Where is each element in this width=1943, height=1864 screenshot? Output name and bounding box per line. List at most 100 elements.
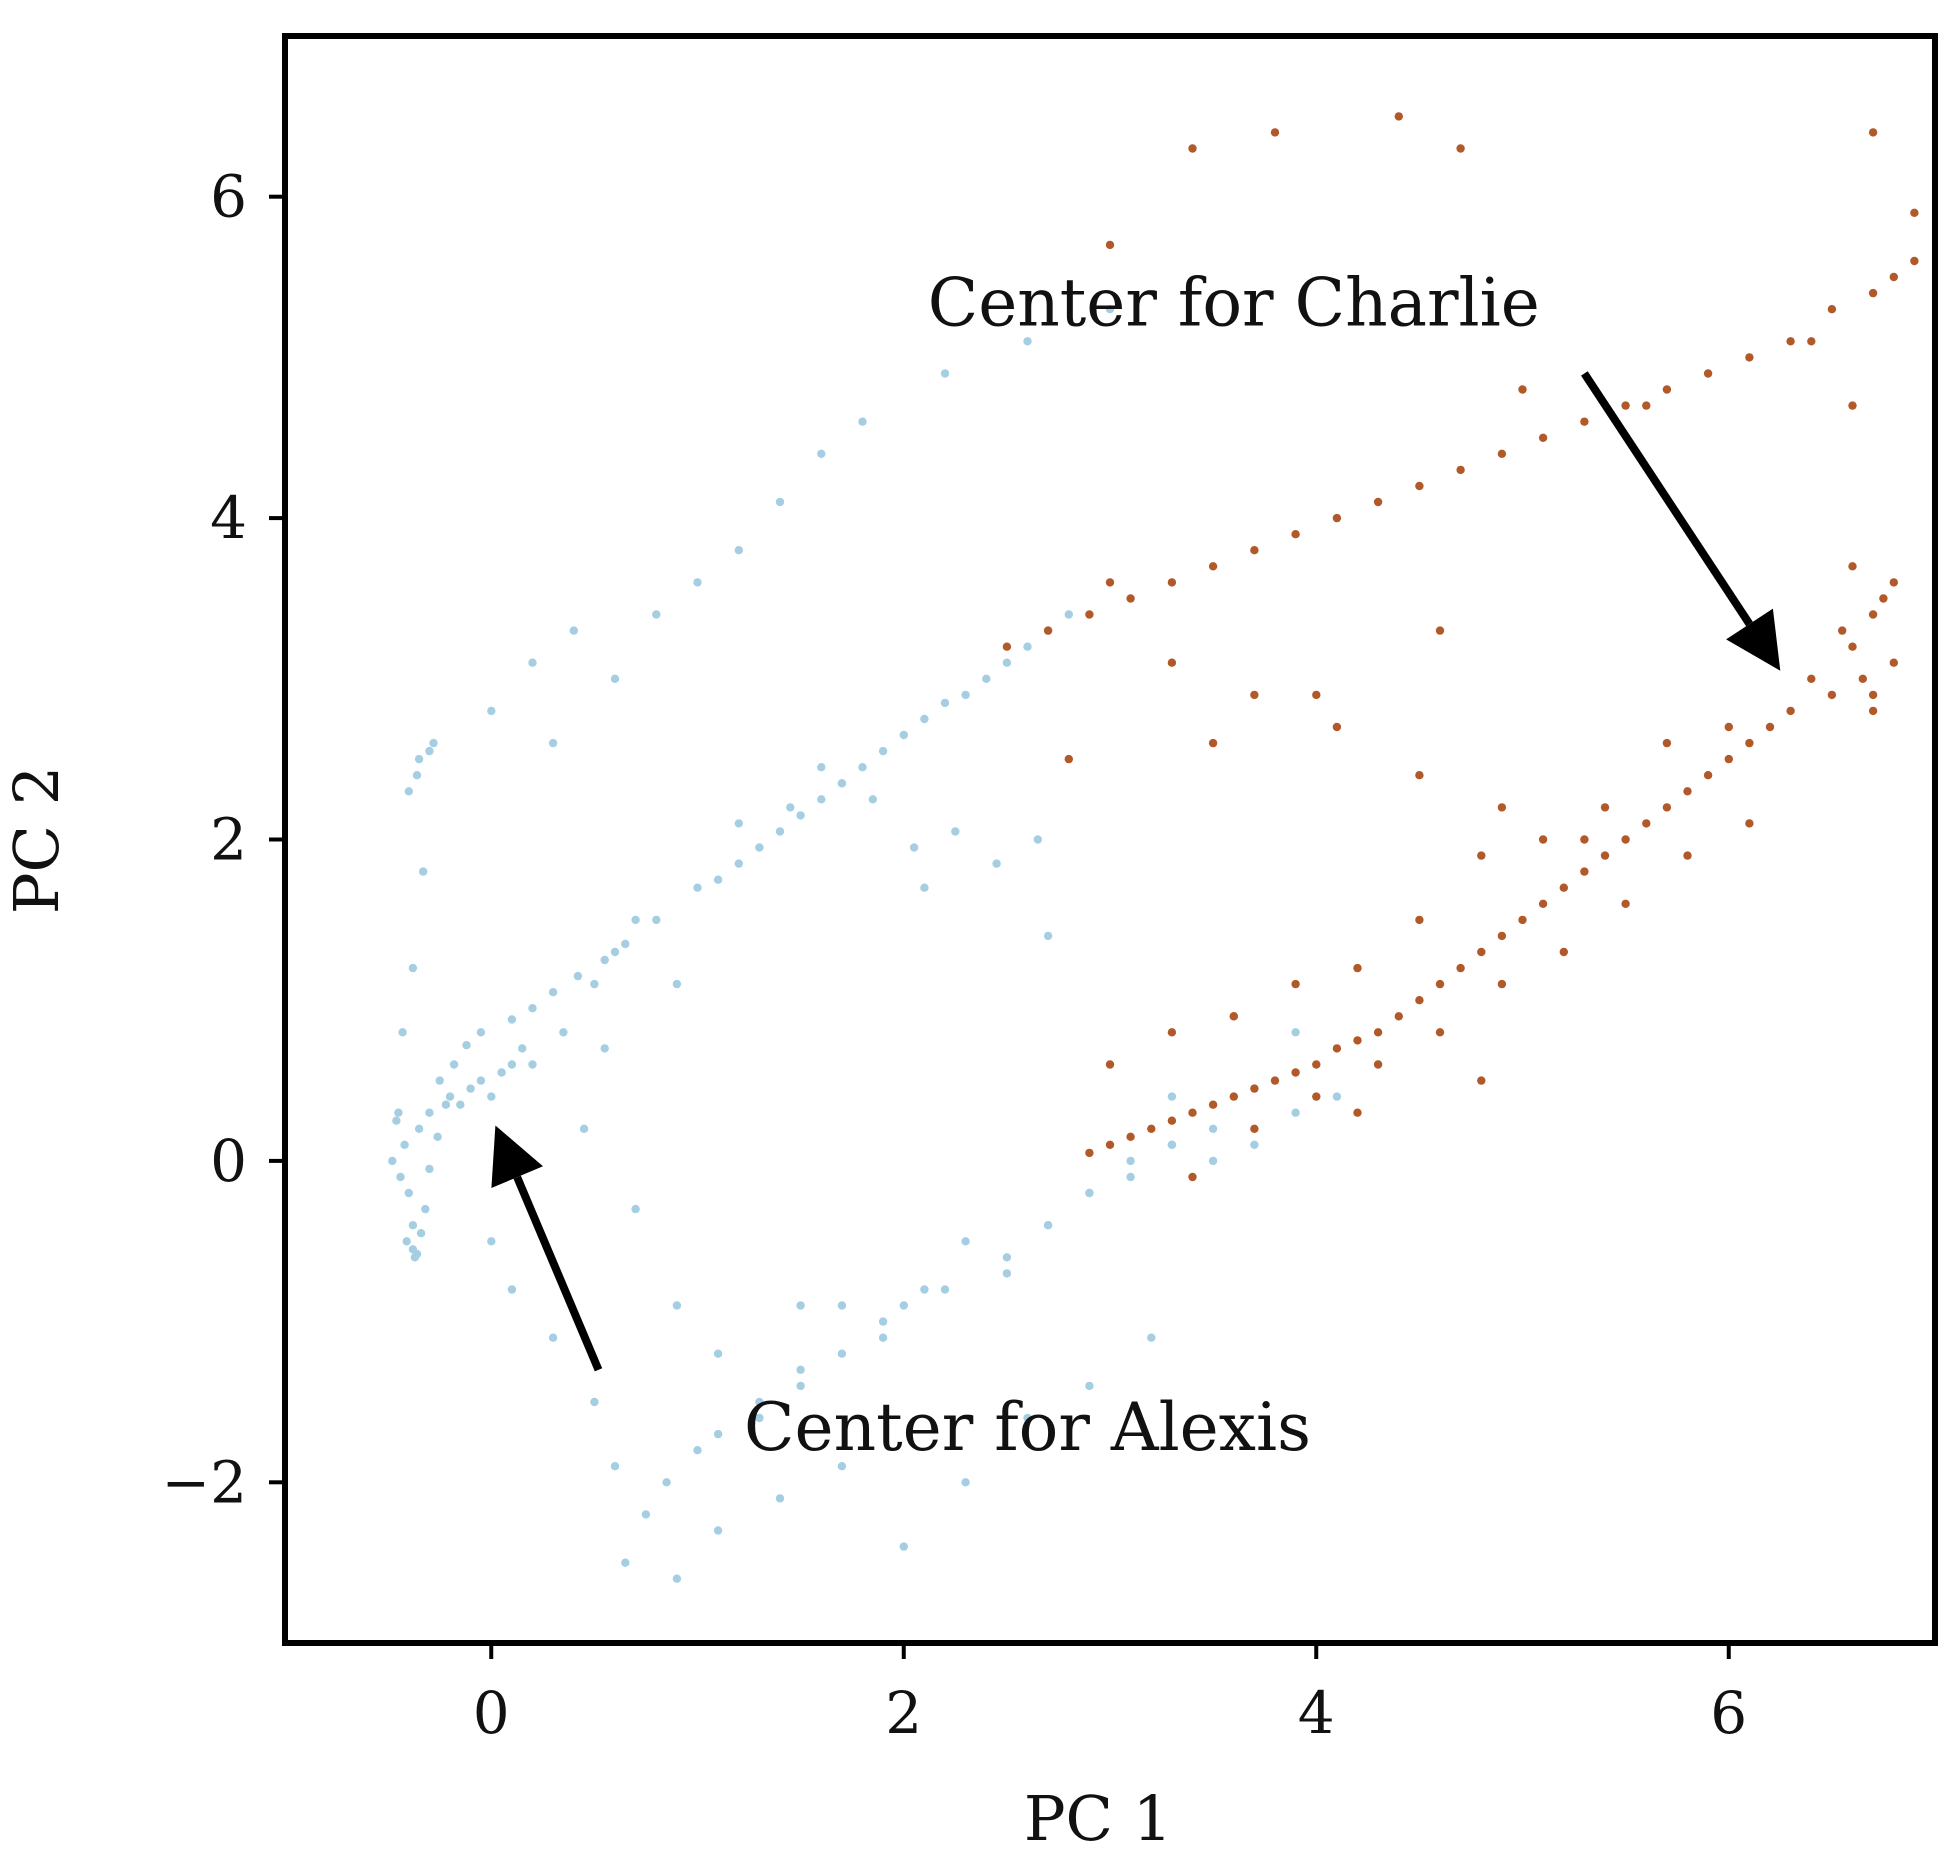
data-point xyxy=(1043,931,1053,941)
data-point xyxy=(1848,401,1857,410)
data-point xyxy=(456,1100,465,1109)
data-point xyxy=(429,738,438,748)
data-point xyxy=(1373,1060,1383,1069)
data-point xyxy=(1435,979,1445,989)
data-point xyxy=(1642,401,1651,410)
data-point xyxy=(1477,947,1486,957)
data-point xyxy=(404,787,413,796)
data-point xyxy=(796,811,805,820)
data-point xyxy=(920,714,929,724)
data-point xyxy=(796,1381,805,1391)
data-point xyxy=(1105,1060,1115,1069)
data-point xyxy=(1662,803,1672,812)
data-point xyxy=(1064,610,1074,619)
data-point xyxy=(1002,642,1012,651)
data-point xyxy=(1621,899,1630,908)
data-point xyxy=(1085,610,1094,619)
data-point xyxy=(1580,867,1589,876)
annotations: Center for Charlie Center for Alexis xyxy=(491,264,1781,1466)
data-point xyxy=(713,1349,723,1358)
data-point xyxy=(1559,883,1569,892)
data-point xyxy=(1807,337,1816,346)
data-point xyxy=(1518,385,1527,394)
data-point xyxy=(487,706,496,716)
data-point xyxy=(1807,674,1816,683)
data-point xyxy=(796,1365,805,1375)
data-point xyxy=(528,658,537,667)
data-point xyxy=(1312,1092,1321,1101)
data-point xyxy=(1373,1028,1383,1037)
data-point xyxy=(1002,658,1012,667)
data-point xyxy=(507,1015,517,1024)
data-point xyxy=(992,859,1001,868)
data-point xyxy=(858,417,867,426)
data-point xyxy=(476,1028,486,1037)
data-point xyxy=(1848,562,1857,571)
data-point xyxy=(1167,1140,1177,1150)
data-point xyxy=(1126,1156,1135,1166)
data-point xyxy=(1910,208,1919,217)
data-point xyxy=(878,1317,888,1326)
x-axis-ticks: 0 2 4 6 xyxy=(473,1643,1747,1747)
data-point xyxy=(1064,754,1074,764)
data-point xyxy=(1332,1092,1342,1101)
data-point xyxy=(1745,353,1754,362)
data-point xyxy=(1662,385,1672,394)
data-point xyxy=(1477,1076,1486,1085)
data-point xyxy=(1683,851,1692,860)
data-point xyxy=(1373,497,1383,507)
data-point xyxy=(579,1124,589,1134)
y-axis-label: PC 2 xyxy=(0,766,73,914)
data-point xyxy=(1229,1092,1239,1101)
annotation-text: Center for Charlie xyxy=(928,264,1540,341)
y-tick-label: −2 xyxy=(162,1448,248,1516)
data-point xyxy=(1724,722,1734,732)
data-point xyxy=(693,883,702,892)
data-point xyxy=(449,1060,459,1069)
data-point xyxy=(1518,915,1527,925)
data-point xyxy=(1435,1028,1445,1037)
data-point xyxy=(441,1100,451,1109)
data-point xyxy=(425,1164,434,1174)
data-point xyxy=(1033,835,1043,844)
data-point xyxy=(1394,112,1404,121)
data-point xyxy=(755,1397,764,1407)
data-point xyxy=(1868,128,1878,137)
data-point xyxy=(1208,738,1218,748)
data-point xyxy=(713,1429,723,1439)
data-point xyxy=(1868,706,1878,716)
data-point xyxy=(590,1397,599,1407)
x-tick-label: 6 xyxy=(1710,1679,1747,1747)
data-point xyxy=(445,1092,455,1101)
data-point xyxy=(1332,722,1342,732)
data-point xyxy=(1580,835,1589,844)
data-point xyxy=(868,795,877,804)
data-point xyxy=(1848,642,1857,651)
data-point xyxy=(1745,738,1754,748)
data-point xyxy=(497,1068,506,1077)
data-point xyxy=(920,1285,929,1294)
data-point xyxy=(837,1301,847,1310)
data-point xyxy=(1270,1076,1280,1085)
annotation-text: Center for Alexis xyxy=(744,1389,1311,1466)
data-point xyxy=(1332,513,1342,523)
data-point xyxy=(796,1301,805,1310)
data-point xyxy=(569,626,578,635)
data-point xyxy=(1167,1028,1177,1037)
data-point xyxy=(1291,979,1300,989)
data-point xyxy=(1786,706,1795,716)
data-point xyxy=(1250,1124,1259,1134)
series-1-points xyxy=(1002,112,1919,1182)
data-point xyxy=(1838,626,1847,635)
data-point xyxy=(899,1542,908,1551)
data-point xyxy=(1394,1012,1404,1021)
data-point xyxy=(755,1413,764,1423)
data-point xyxy=(1683,787,1692,796)
data-point xyxy=(1353,1108,1362,1117)
data-point xyxy=(1889,578,1899,587)
data-point xyxy=(1208,1124,1218,1134)
y-tick-label: 6 xyxy=(210,163,247,231)
data-point xyxy=(1497,449,1507,458)
data-point xyxy=(408,1221,418,1230)
data-point xyxy=(1538,835,1548,844)
